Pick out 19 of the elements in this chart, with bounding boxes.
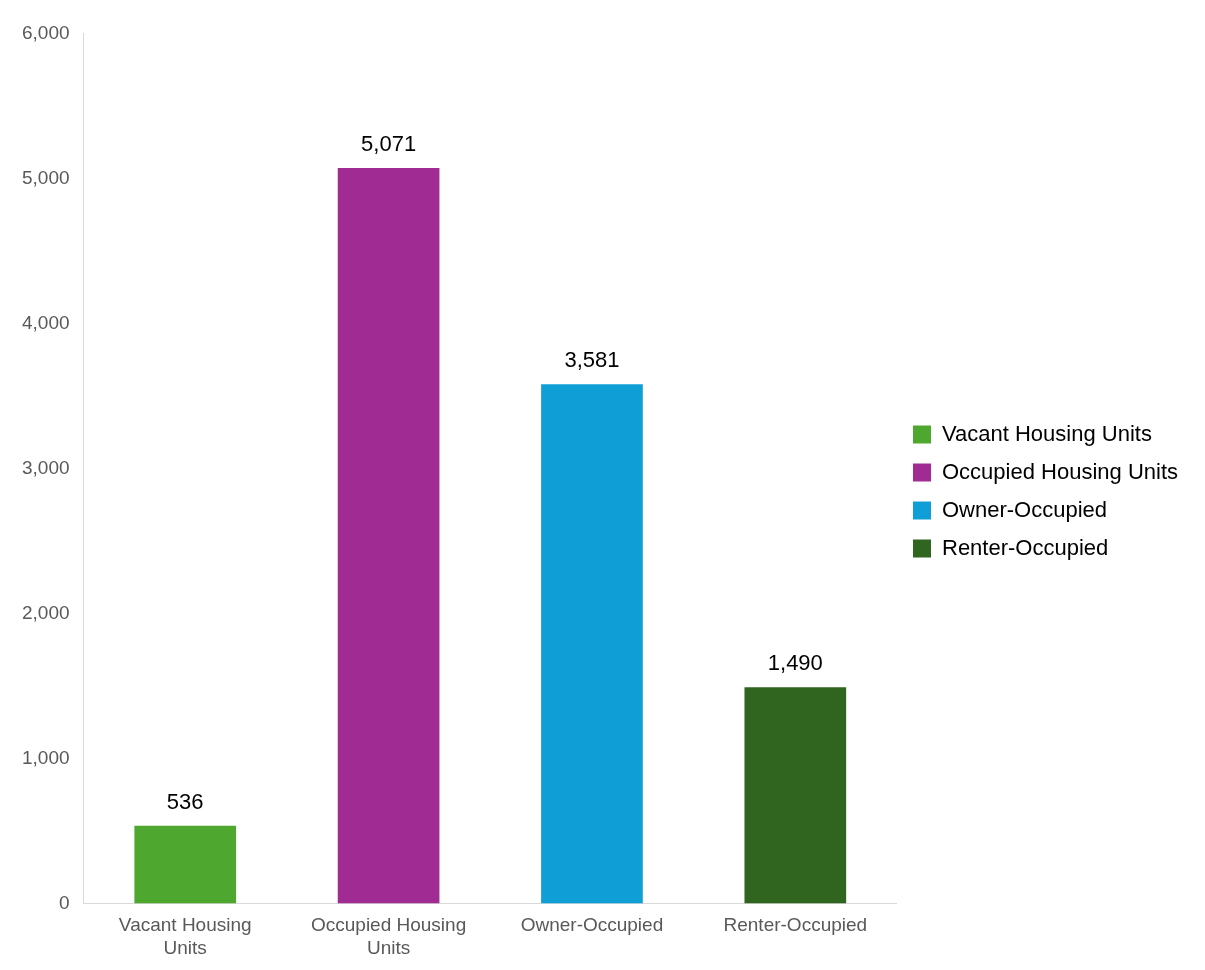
data-label: 3,581 <box>564 347 620 373</box>
legend-label: Renter-Occupied <box>941 534 1109 560</box>
x-tick-label: Owner-Occupied <box>520 914 664 936</box>
y-tick-label: 1,000 <box>22 746 70 768</box>
legend-label: Occupied Housing Units <box>941 458 1179 484</box>
y-tick-label: 0 <box>58 891 70 913</box>
data-label: 5,071 <box>361 131 417 157</box>
y-tick-label: 3,000 <box>22 456 70 478</box>
x-tick-label: Renter-Occupied <box>723 914 868 936</box>
y-tick-label: 2,000 <box>22 601 70 623</box>
data-label: 1,490 <box>767 650 823 676</box>
legend-label: Vacant Housing Units <box>941 420 1152 446</box>
y-tick-label: 4,000 <box>22 311 70 333</box>
y-tick-label: 5,000 <box>22 166 70 188</box>
x-tick-label: Occupied Housing Units <box>310 914 467 958</box>
y-tick-label: 6,000 <box>22 21 70 43</box>
legend-label: Owner-Occupied <box>941 496 1108 522</box>
data-label: 536 <box>166 788 204 814</box>
x-tick-label: Vacant Housing Units <box>118 914 252 958</box>
